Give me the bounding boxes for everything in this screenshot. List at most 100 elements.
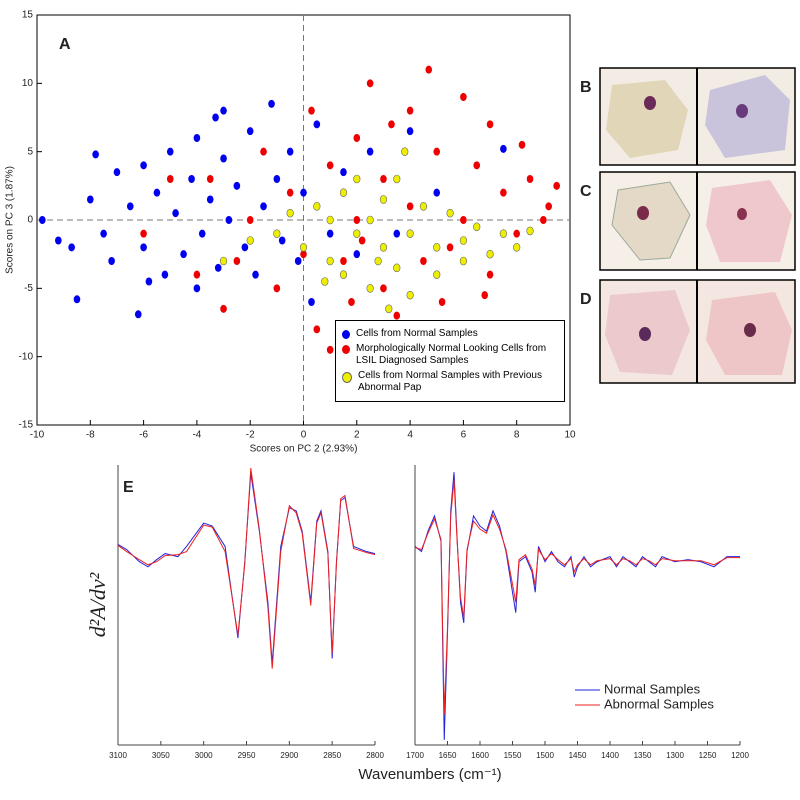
point [433, 243, 441, 252]
legend-label: Abnormal Samples [604, 696, 714, 711]
legend: Cells from Normal Samples Morphologically… [335, 320, 565, 402]
legend-entry: Cells from Normal Samples with Previous … [342, 370, 558, 394]
point [286, 147, 294, 156]
legend-label: Cells from Normal Samples with Previous … [358, 370, 542, 393]
point [353, 216, 361, 224]
y-tick-label: -5 [24, 283, 33, 294]
x-tick-label: 0 [301, 430, 307, 441]
point [220, 154, 227, 163]
point [460, 216, 467, 224]
x-tick-label: 3050 [152, 751, 170, 760]
point [401, 147, 409, 156]
point [366, 215, 374, 225]
point [145, 277, 153, 286]
panel-title: E [123, 479, 134, 496]
point [206, 175, 214, 183]
point [220, 106, 227, 115]
panel-label: D [580, 291, 592, 308]
point [180, 250, 187, 259]
legend-marker [342, 330, 350, 339]
point [300, 188, 307, 197]
point [366, 284, 374, 293]
x-tick-label: 10 [564, 430, 576, 441]
point [380, 284, 387, 293]
point [246, 127, 254, 136]
point [313, 120, 321, 129]
point [513, 243, 521, 252]
point [233, 181, 241, 190]
y-tick-label: 0 [27, 215, 33, 226]
x-tick-label: -6 [139, 430, 148, 441]
y-tick-label: 5 [27, 146, 33, 157]
point [473, 222, 481, 232]
point [140, 243, 147, 252]
point [113, 168, 121, 177]
point [39, 216, 46, 224]
y-tick-label: -10 [19, 351, 34, 362]
x-tick-label: 3100 [109, 751, 127, 760]
point [212, 113, 219, 122]
x-tick-label: 2900 [280, 751, 298, 760]
point [433, 147, 441, 156]
point [286, 208, 294, 218]
point [499, 229, 507, 238]
point [246, 216, 254, 224]
x-tick-label: 1300 [666, 751, 684, 760]
x-tick-label: 2800 [366, 751, 384, 760]
point [73, 295, 81, 304]
point [393, 263, 401, 273]
photo-row: D [580, 279, 796, 384]
point [406, 127, 414, 136]
point [358, 236, 366, 245]
photo-row: B [580, 67, 796, 166]
point [225, 216, 233, 224]
point [406, 202, 414, 211]
point [260, 202, 267, 211]
point [273, 229, 281, 238]
point [219, 256, 228, 266]
point [526, 226, 534, 236]
point [339, 270, 348, 279]
point [406, 229, 414, 238]
point [153, 188, 161, 197]
point [214, 263, 222, 272]
x-tick-label: 6 [461, 430, 467, 441]
point [419, 202, 428, 211]
point [353, 134, 361, 142]
panel-title: A [59, 36, 71, 53]
point [459, 236, 468, 245]
spectrum-line [414, 480, 740, 715]
point [433, 270, 441, 279]
point [313, 202, 321, 211]
x-axis-label: Wavenumbers (cm⁻¹) [358, 766, 501, 783]
photos: B C D [580, 67, 796, 384]
x-tick-label: 4 [407, 430, 413, 441]
point [500, 188, 507, 197]
x-tick-label: -8 [86, 430, 95, 441]
point [326, 161, 334, 170]
x-tick-label: 1650 [439, 751, 457, 760]
x-axis-label: Scores on PC 2 (2.93%) [250, 444, 358, 455]
x-tick-label: 1350 [634, 751, 652, 760]
point [87, 195, 94, 204]
legend-marker [342, 345, 350, 354]
point [166, 147, 174, 156]
point [486, 270, 494, 279]
panel-label: C [580, 183, 592, 200]
point [193, 284, 201, 293]
point [140, 229, 147, 238]
point [433, 188, 441, 197]
y-tick-label: 10 [22, 78, 34, 89]
y-tick-label: -15 [19, 420, 34, 431]
point [406, 106, 414, 115]
point [353, 250, 361, 259]
x-tick-label: 1400 [601, 751, 619, 760]
point [540, 216, 547, 224]
point [273, 284, 281, 293]
point [513, 229, 520, 238]
point [268, 99, 275, 108]
point [500, 144, 507, 153]
point [273, 175, 281, 183]
point [339, 188, 348, 197]
point [353, 174, 361, 184]
